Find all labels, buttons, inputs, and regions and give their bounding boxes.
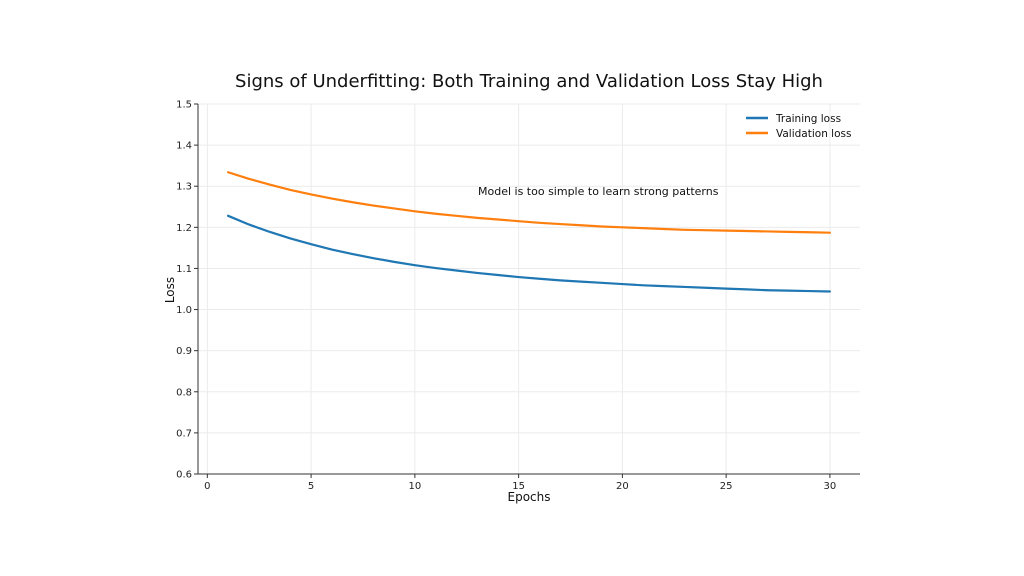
legend-label-validation: Validation loss: [776, 128, 851, 140]
series-layer: [226, 171, 832, 293]
series-line-0: [226, 214, 832, 293]
x-tick-label-5: 25: [720, 481, 733, 492]
y-tick-label-4: 1.0: [176, 305, 192, 316]
x-tick-label-1: 5: [308, 481, 314, 492]
axes: [197, 104, 860, 475]
x-tick-label-2: 10: [408, 481, 421, 492]
x-tick-label-6: 30: [824, 481, 837, 492]
x-axis-label: Epochs: [508, 490, 551, 504]
y-tick-label-3: 0.9: [176, 346, 192, 357]
x-tick-label-0: 0: [204, 481, 210, 492]
series-line-1: [226, 171, 832, 234]
x-tick-label-3: 15: [512, 481, 525, 492]
y-tick-label-0: 0.6: [176, 470, 192, 481]
y-tick-label-9: 1.5: [176, 100, 192, 111]
y-tick-label-5: 1.1: [176, 264, 192, 275]
chart-title: Signs of Underfitting: Both Training and…: [235, 71, 823, 92]
annotation-text: Model is too simple to learn strong patt…: [478, 185, 719, 198]
ticks: 0 5 10 15 20 25 30 0.6 0.7 0.8 0.9 1.0 1.1 1.2 1.3 1.4 1…: [176, 100, 836, 493]
y-tick-label-7: 1.3: [176, 182, 192, 193]
y-tick-label-8: 1.4: [176, 141, 192, 152]
x-tick-label-4: 20: [616, 481, 629, 492]
legend-label-training: Training loss: [775, 113, 841, 125]
y-axis-label: Loss: [163, 277, 177, 303]
y-tick-label-1: 0.7: [176, 428, 192, 439]
legend: Training loss Validation loss: [746, 113, 851, 140]
y-tick-label-6: 1.2: [176, 223, 192, 234]
y-tick-label-2: 0.8: [176, 387, 192, 398]
